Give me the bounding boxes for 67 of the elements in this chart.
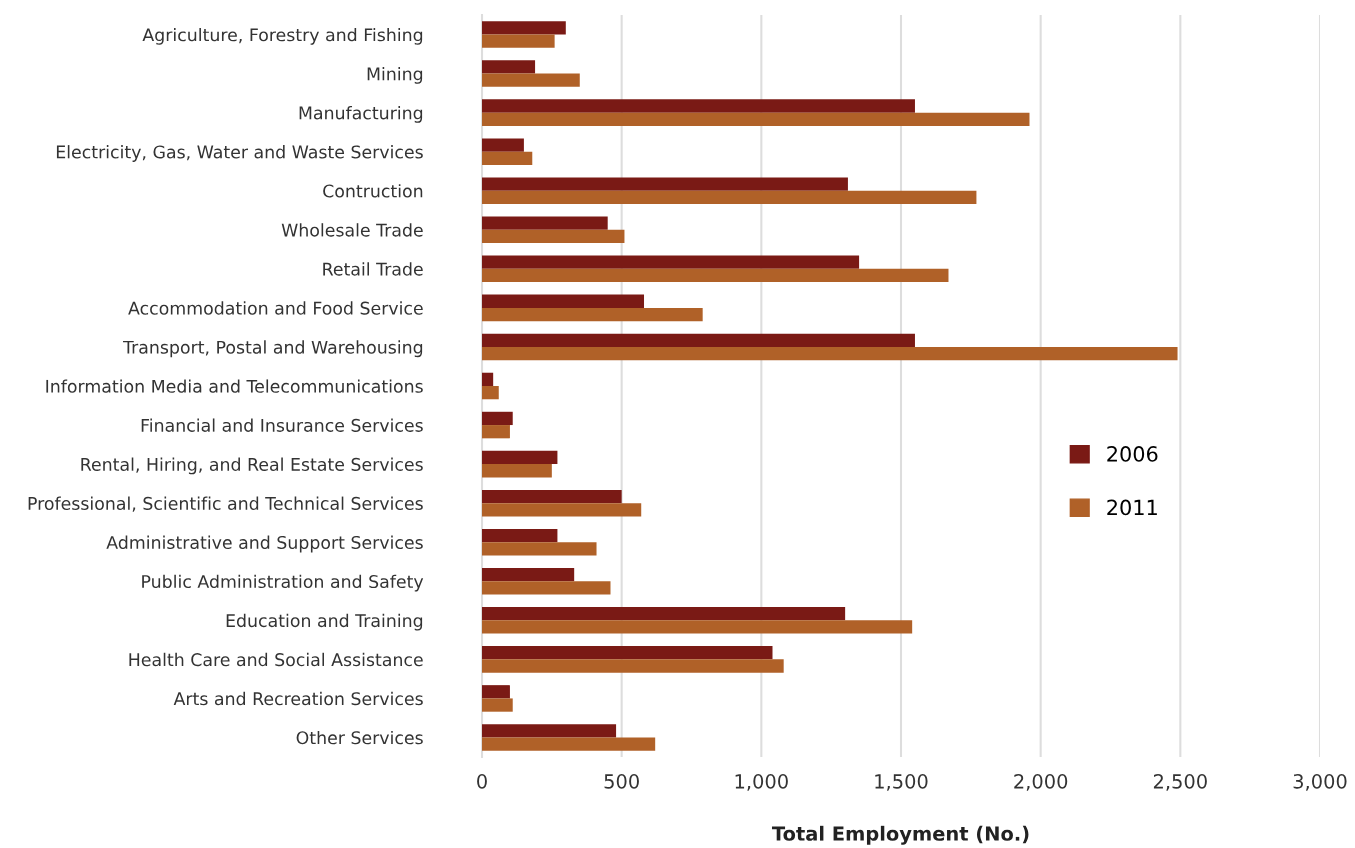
y-tick-label: Transport, Postal and Warehousing	[123, 340, 423, 358]
bar	[482, 151, 533, 165]
y-tick-label: Other Services	[296, 730, 423, 745]
y-tick-label: Contruction	[323, 184, 423, 198]
bar	[482, 372, 494, 386]
bar	[482, 99, 915, 113]
bar	[482, 737, 656, 751]
bar	[482, 177, 848, 191]
y-tick-label: Information Media and Telecommunications	[46, 379, 423, 393]
bar	[482, 138, 524, 152]
bar	[482, 346, 1178, 361]
bar	[482, 464, 552, 478]
y-tick-label: Education and Training	[226, 613, 423, 631]
bar	[482, 255, 860, 269]
bar	[482, 386, 499, 400]
bar	[482, 646, 773, 660]
y-tick-label: Professional, Scientific and Technical Services	[28, 496, 423, 512]
bar	[482, 21, 566, 35]
y-tick-label: Arts and Recreation Services	[173, 691, 423, 706]
y-tick-label: Public Administration and Safety	[142, 574, 424, 592]
y-tick-label: Retail Trade	[323, 262, 423, 276]
bar	[482, 60, 536, 74]
bar	[482, 229, 625, 244]
x-tick-label: 0	[477, 774, 487, 789]
bar	[482, 450, 558, 465]
x-tick-label: 1,000	[735, 774, 788, 791]
y-tick-label: Agriculture, Forestry and Fishing	[142, 27, 423, 45]
bar	[482, 411, 513, 426]
x-tick-label: 2,500	[1153, 774, 1207, 791]
bar	[482, 333, 915, 347]
x-tick-label: 3,000	[1293, 774, 1347, 791]
y-tick-label: Manufacturing	[299, 106, 423, 123]
bar	[482, 607, 846, 621]
x-tick-label: 500	[604, 774, 639, 789]
bar	[482, 567, 575, 582]
y-tick-label: Wholesale Trade	[281, 223, 423, 237]
bar	[482, 489, 622, 504]
y-tick-label: Health Care and Social Assistance	[129, 652, 423, 667]
x-tick-label: 1,500	[875, 774, 928, 791]
bar	[482, 620, 913, 634]
bar	[482, 542, 597, 556]
x-tick-label: 2,000	[1014, 774, 1068, 791]
y-tick-label: Administrative and Support Services	[106, 535, 423, 553]
bar	[482, 581, 611, 595]
bar	[482, 73, 580, 87]
bar	[482, 685, 510, 699]
x-axis-title: Total Employment (No.)	[771, 825, 1029, 845]
legend-label: 2011	[1107, 499, 1157, 516]
y-tick-label: Mining	[367, 66, 423, 84]
y-tick-label: Financial and Insurance Services	[141, 418, 423, 432]
bar	[482, 112, 1030, 126]
y-tick-label: Electricity, Gas, Water and Waste Services	[56, 145, 423, 162]
bar	[482, 659, 784, 673]
bar	[482, 724, 617, 738]
bar	[482, 268, 949, 283]
y-tick-label: Rental, Hiring, and Real Estate Services	[81, 457, 423, 475]
bar	[482, 190, 977, 205]
bar	[482, 294, 645, 308]
bar	[482, 425, 510, 439]
bar	[482, 503, 642, 517]
bar	[482, 698, 513, 712]
y-tick-label: Accommodation and Food Service	[128, 301, 423, 315]
bar	[482, 216, 608, 230]
bar	[482, 34, 555, 48]
bar	[482, 307, 703, 322]
legend-label: 2006	[1107, 446, 1158, 462]
bar	[482, 528, 558, 543]
